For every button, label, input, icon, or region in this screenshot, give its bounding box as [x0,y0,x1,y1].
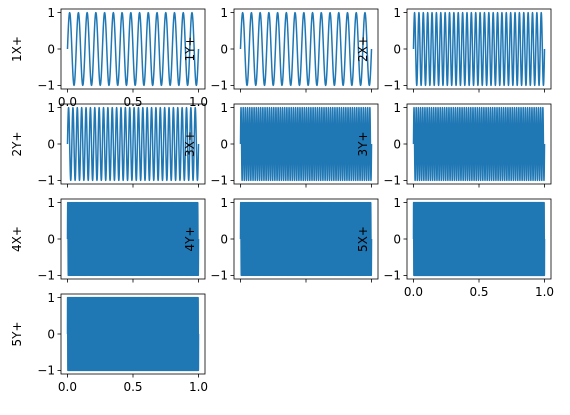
y-axis-label: 2X+ [356,36,370,62]
y-tick-label: 1 [393,101,401,115]
y-tick-label: 0 [393,232,401,246]
subplot-3: 1 0 −1 2X+ [356,6,552,93]
y-tick-label: 0 [220,137,228,151]
y-tick-label: −1 [210,79,228,93]
y-tick-label: 0 [47,42,55,56]
y-tick-label: −1 [37,174,55,188]
y-tick-label: 1 [393,196,401,210]
subplot-9: 1 0 −10.0 0.5 1.0 5X+ [356,196,554,299]
series-line-4Y+ [239,201,373,277]
y-tick-label: 0 [220,42,228,56]
x-tick-label: 0.5 [469,285,488,299]
subplot-4: 1 0 −1 2Y+ [10,101,206,188]
subplot-6: 1 0 −1 3Y+ [356,101,552,188]
y-tick-label: 1 [47,101,55,115]
x-tick-label: 0.0 [58,380,77,394]
subplot-5: 1 0 −1 3X+ [183,101,379,188]
x-tick-label: 0.5 [123,95,142,109]
y-axis-label: 2Y+ [10,131,24,156]
series-line-3Y+ [412,106,546,182]
y-tick-label: 0 [47,327,55,341]
y-axis-label: 5Y+ [10,321,24,346]
series-line-2X+ [412,11,546,87]
y-tick-label: 0 [393,137,401,151]
series-line-5X+ [412,201,546,277]
series-line-1Y+ [239,11,373,87]
y-tick-label: 0 [220,232,228,246]
subplot-8: 1 0 −1 4Y+ [183,196,379,283]
subplot-1: 1 0 −10.0 0.5 1.0 1X+ [10,6,208,109]
y-axis-label: 3X+ [183,131,197,157]
y-tick-label: 0 [393,42,401,56]
x-tick-label: 0.0 [404,285,423,299]
y-tick-label: 0 [47,232,55,246]
y-axis-label: 1Y+ [183,36,197,61]
y-axis-label: 4X+ [10,226,24,252]
y-axis-label: 4Y+ [183,226,197,251]
series-line-4X+ [66,201,200,277]
y-tick-label: 1 [220,6,228,20]
x-tick-label: 0.0 [58,95,77,109]
series-line-1X+ [66,11,200,87]
x-tick-label: 1.0 [535,285,554,299]
subplot-7: 1 0 −1 4X+ [10,196,206,283]
y-axis-label: 3Y+ [356,131,370,156]
y-tick-label: −1 [37,364,55,378]
y-tick-label: −1 [383,174,401,188]
y-tick-label: 1 [220,101,228,115]
y-tick-label: 1 [47,6,55,20]
series-line-2Y+ [66,106,200,182]
x-tick-label: 1.0 [189,380,208,394]
series-line-3X+ [239,106,373,182]
y-axis-label: 5X+ [356,226,370,252]
y-tick-label: 0 [47,137,55,151]
y-tick-label: 1 [393,6,401,20]
y-tick-label: −1 [383,79,401,93]
y-tick-label: 1 [47,196,55,210]
y-tick-label: −1 [383,269,401,283]
y-tick-label: −1 [37,269,55,283]
y-axis-label: 1X+ [10,36,24,62]
subplot-2: 1 0 −1 1Y+ [183,6,379,93]
x-tick-label: 0.5 [123,380,142,394]
y-tick-label: −1 [210,269,228,283]
y-tick-label: 1 [47,291,55,305]
y-tick-label: 1 [220,196,228,210]
y-tick-label: −1 [37,79,55,93]
series-line-5Y+ [66,296,200,372]
x-tick-label: 1.0 [189,95,208,109]
subplot-10: 1 0 −10.0 0.5 1.0 5Y+ [10,291,208,394]
y-tick-label: −1 [210,174,228,188]
